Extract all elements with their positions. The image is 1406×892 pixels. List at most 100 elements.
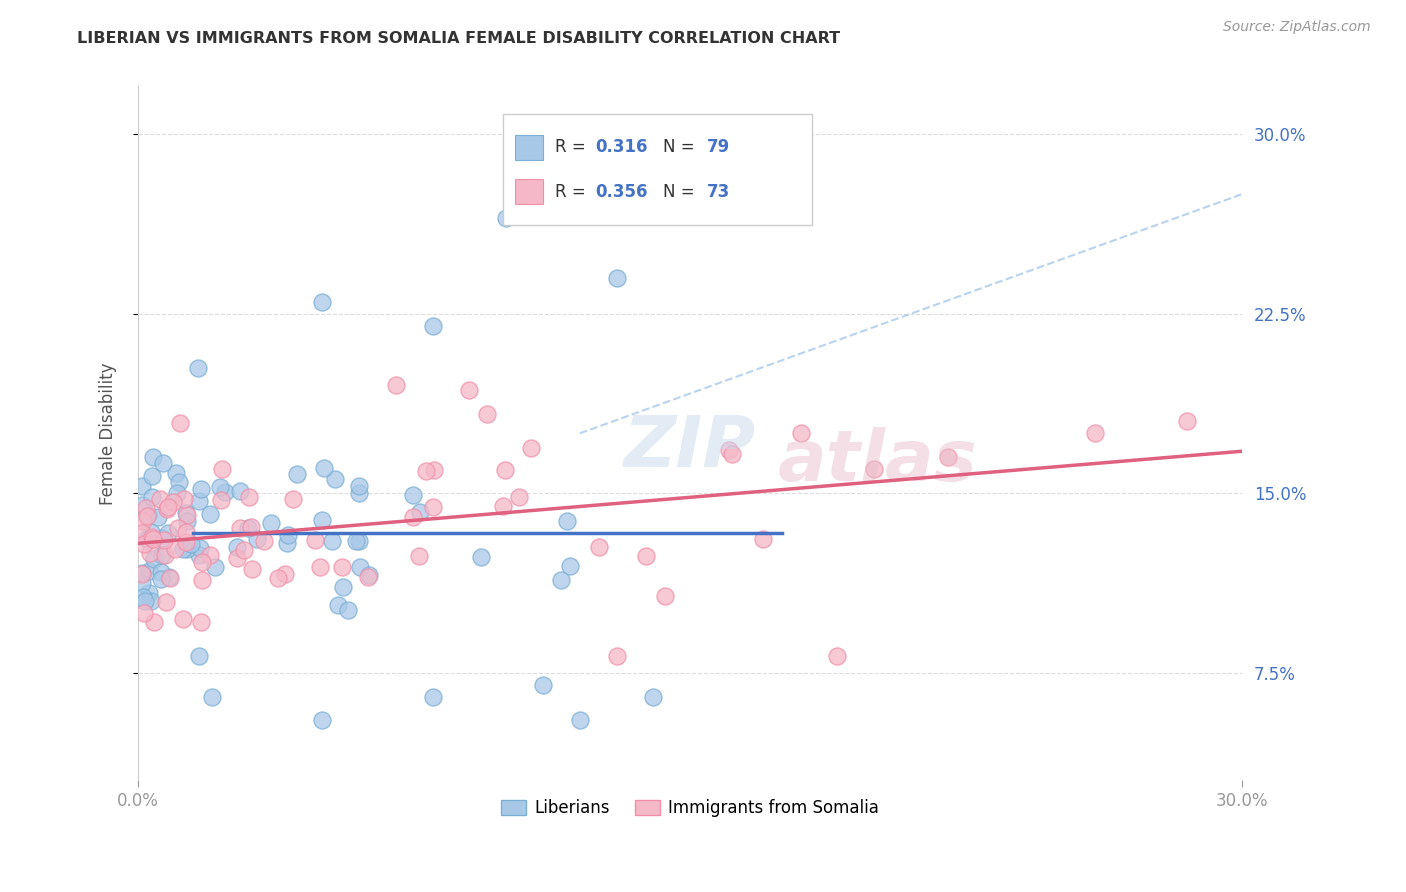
Point <box>718 443 741 458</box>
Point <box>166 521 188 535</box>
Point <box>281 491 304 506</box>
Point <box>557 514 579 528</box>
Point <box>508 490 530 504</box>
Point <box>153 548 176 562</box>
Point <box>402 509 425 524</box>
Point <box>131 590 153 604</box>
Point <box>606 648 628 663</box>
Point <box>636 549 658 564</box>
Point <box>238 490 260 504</box>
Point <box>253 534 276 549</box>
Point <box>187 649 209 664</box>
Point <box>176 541 198 556</box>
Point <box>936 450 959 465</box>
Point <box>470 549 492 564</box>
Point <box>150 531 173 545</box>
Point <box>142 532 165 546</box>
Point <box>277 528 299 542</box>
Point <box>188 541 211 555</box>
Point <box>190 482 212 496</box>
Point <box>134 593 156 607</box>
Point <box>330 559 353 574</box>
Point <box>337 603 360 617</box>
Point <box>142 450 165 465</box>
Point <box>229 521 252 535</box>
Point <box>409 505 432 519</box>
Point <box>321 534 343 549</box>
Y-axis label: Female Disability: Female Disability <box>100 362 117 505</box>
Point <box>240 562 263 576</box>
Point <box>285 467 308 481</box>
Point <box>155 595 177 609</box>
Point <box>180 537 202 551</box>
Point <box>422 318 444 333</box>
Point <box>135 500 157 515</box>
Point <box>150 548 173 562</box>
Point <box>166 486 188 500</box>
Point <box>863 462 886 476</box>
Point <box>190 615 212 629</box>
Point <box>347 534 370 549</box>
Point <box>143 552 166 566</box>
Point <box>606 270 628 285</box>
Point <box>226 550 249 565</box>
Text: LIBERIAN VS IMMIGRANTS FROM SOMALIA FEMALE DISABILITY CORRELATION CHART: LIBERIAN VS IMMIGRANTS FROM SOMALIA FEMA… <box>77 31 841 46</box>
Point <box>229 483 252 498</box>
Point <box>172 612 194 626</box>
Point <box>146 509 169 524</box>
Point <box>191 555 214 569</box>
Point <box>531 677 554 691</box>
Point <box>162 494 184 508</box>
Point <box>136 508 159 522</box>
Point <box>138 586 160 600</box>
Point <box>751 532 773 546</box>
Point <box>141 469 163 483</box>
Point <box>347 486 370 500</box>
Point <box>408 549 430 564</box>
Point <box>174 524 197 539</box>
Point <box>165 466 187 480</box>
Point <box>173 492 195 507</box>
Point <box>415 464 437 478</box>
Point <box>153 533 176 548</box>
Point <box>588 540 610 554</box>
Point <box>157 570 180 584</box>
Point <box>174 534 197 549</box>
Point <box>423 463 446 477</box>
Point <box>159 571 181 585</box>
Point <box>131 498 153 512</box>
Point <box>344 533 367 548</box>
Point <box>332 581 354 595</box>
Point <box>187 548 209 562</box>
Point <box>357 568 380 582</box>
Point <box>163 542 186 557</box>
Text: Source: ZipAtlas.com: Source: ZipAtlas.com <box>1223 20 1371 34</box>
Point <box>458 384 481 398</box>
Point <box>214 485 236 500</box>
Point <box>385 378 408 392</box>
Point <box>654 589 676 603</box>
Point <box>176 508 198 522</box>
Point <box>495 211 517 225</box>
Legend: Liberians, Immigrants from Somalia: Liberians, Immigrants from Somalia <box>495 793 886 824</box>
Point <box>326 598 349 612</box>
Point <box>131 576 153 591</box>
Point <box>167 475 190 490</box>
Point <box>477 407 499 421</box>
Text: ZIP: ZIP <box>624 413 756 482</box>
Point <box>550 574 572 588</box>
Point <box>260 516 283 530</box>
Point <box>311 513 333 527</box>
Text: atlas: atlas <box>778 426 977 496</box>
Point <box>721 447 744 461</box>
Point <box>643 690 665 704</box>
Point <box>174 506 197 520</box>
Point <box>131 479 153 493</box>
Point <box>139 546 162 560</box>
Point <box>139 524 162 539</box>
Point <box>1084 426 1107 441</box>
Point <box>176 514 198 528</box>
Point <box>209 493 232 508</box>
Point <box>157 525 180 540</box>
Point <box>312 461 335 475</box>
